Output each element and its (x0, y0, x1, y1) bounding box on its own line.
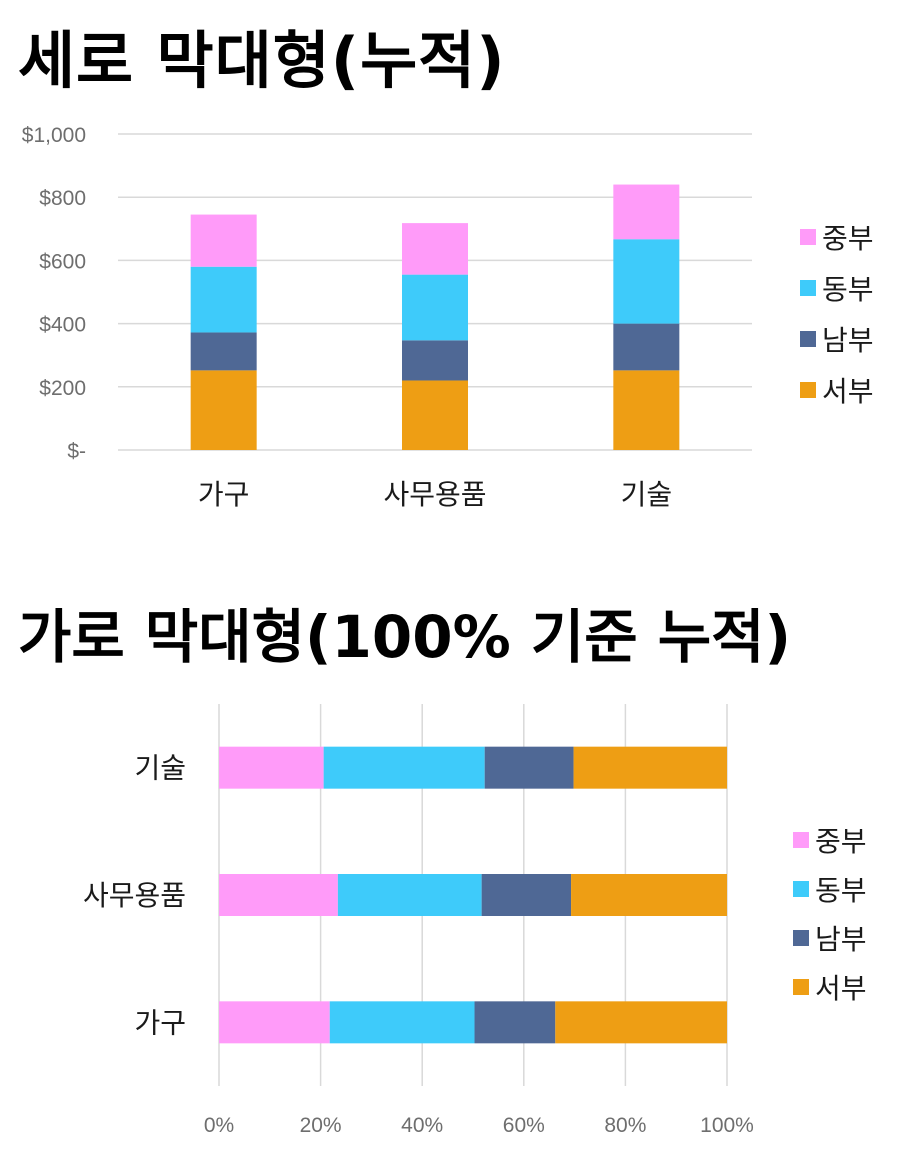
legend-swatch (793, 832, 809, 848)
x-tick-label: 100% (700, 1114, 754, 1137)
bar-segment (573, 746, 727, 789)
bar-segment (613, 323, 680, 371)
y-tick-label: $- (67, 440, 86, 463)
bar-segment (323, 746, 485, 789)
y-tick-label: $400 (39, 314, 86, 337)
x-tick-label: 60% (503, 1114, 545, 1137)
chart-title-vertical: 세로 막대형(누적) (18, 24, 506, 97)
legend-swatch (793, 881, 809, 897)
legend-label: 중부 (822, 222, 874, 255)
legend-label: 남부 (822, 324, 874, 357)
legend-swatch (800, 280, 816, 296)
bar-segment (402, 380, 468, 450)
x-category-label: 사무용품 (383, 478, 486, 511)
y-category-label: 사무용품 (83, 879, 186, 912)
legend-swatch (793, 930, 809, 946)
y-tick-label: $200 (39, 377, 86, 400)
y-tick-label: $800 (39, 187, 86, 210)
legend-swatch (800, 331, 816, 347)
bar-segment (190, 370, 257, 450)
bar-segment (190, 214, 257, 267)
legend-label: 동부 (822, 273, 874, 306)
legend-label: 동부 (815, 874, 867, 907)
bar-segment (484, 746, 574, 789)
bar-segment (613, 239, 680, 324)
legend-label: 중부 (815, 825, 867, 858)
bar-segment (190, 332, 257, 371)
y-category-label: 가구 (134, 1006, 186, 1039)
bar-segment (190, 266, 257, 333)
bar-segment (219, 874, 338, 916)
y-category-label: 기술 (134, 752, 186, 785)
bar-segment (613, 370, 680, 450)
bar-segment (481, 874, 572, 916)
y-tick-label: $600 (39, 250, 86, 273)
bar-segment (329, 1001, 475, 1044)
bar-segment (402, 274, 468, 341)
legend-swatch (793, 979, 809, 995)
x-tick-label: 80% (604, 1114, 646, 1137)
legend-swatch (800, 229, 816, 245)
x-category-label: 가구 (198, 478, 250, 511)
bar-segment (402, 223, 468, 275)
y-tick-label: $1,000 (22, 124, 86, 147)
legend-label: 서부 (822, 375, 874, 408)
x-category-label: 기술 (621, 478, 673, 511)
bar-segment (219, 746, 324, 789)
bar-segment (613, 184, 680, 240)
legend-label: 남부 (815, 923, 867, 956)
x-tick-label: 0% (204, 1114, 234, 1137)
x-tick-label: 40% (401, 1114, 443, 1137)
legend-swatch (800, 382, 816, 398)
bar-segment (402, 340, 468, 381)
bar-segment (337, 874, 482, 916)
x-tick-label: 20% (300, 1114, 342, 1137)
bar-segment (474, 1001, 556, 1044)
legend-label: 서부 (815, 972, 867, 1005)
chart-title-horizontal: 가로 막대형(100% 기준 누적) (18, 603, 792, 671)
bar-segment (219, 1001, 330, 1044)
bar-segment (555, 1001, 727, 1044)
bar-segment (571, 874, 727, 916)
